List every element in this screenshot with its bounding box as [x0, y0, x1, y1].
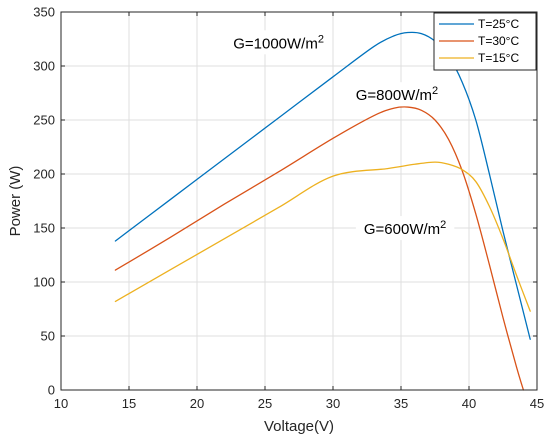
x-tick-label: 10 [54, 396, 68, 411]
y-tick-label: 100 [33, 275, 55, 290]
annotation-superscript: 2 [432, 85, 438, 97]
y-axis-label: Power (W) [7, 166, 24, 237]
y-tick-label: 150 [33, 221, 55, 236]
legend-label-2: T=30°C [478, 34, 519, 48]
plot-frame [60, 11, 538, 391]
legend: T=25°C T=30°C T=15°C [433, 12, 537, 71]
x-tick-label: 25 [258, 396, 272, 411]
series-line-1 [114, 31, 531, 340]
legend-label-1: T=25°C [478, 17, 519, 31]
x-tick-label: 45 [530, 396, 544, 411]
annotation-box [225, 30, 332, 55]
annotation-superscript: 2 [440, 219, 446, 231]
y-tick-label: 0 [48, 383, 55, 398]
x-tick-label: 20 [190, 396, 204, 411]
y-tick-labels: 0 50 100 150 200 250 300 350 [33, 5, 55, 398]
annotation-main: G=600W/m [364, 221, 440, 238]
plot-area [61, 12, 537, 390]
legend-label-3: T=15°C [478, 51, 519, 65]
x-tick-labels: 10 15 20 25 30 35 40 45 [54, 396, 544, 411]
series-line-3 [114, 161, 531, 312]
grid-lines [61, 12, 537, 390]
annotation-main: G=1000W/m [233, 35, 318, 52]
y-tick-label: 50 [41, 329, 55, 344]
y-tick-label: 200 [33, 167, 55, 182]
series-line-2 [114, 106, 525, 391]
x-tick-label: 15 [122, 396, 136, 411]
irradiance-annotations: G=1000W/m2G=800W/m2G=600W/m2 [225, 30, 455, 241]
annotation-text: G=1000W/m2 [233, 33, 324, 52]
axis-ticks [60, 11, 538, 391]
annotation-text: G=600W/m2 [364, 219, 446, 238]
annotation-3: G=600W/m2 [355, 216, 455, 241]
annotation-2: G=800W/m2 [347, 82, 447, 107]
series-lines [114, 31, 531, 391]
annotation-superscript: 2 [318, 33, 324, 45]
annotation-main: G=800W/m [356, 87, 432, 104]
annotation-box [347, 82, 447, 107]
x-axis-label: Voltage(V) [264, 418, 334, 435]
x-tick-label: 35 [394, 396, 408, 411]
x-tick-label: 40 [462, 396, 476, 411]
x-tick-label: 30 [326, 396, 340, 411]
y-tick-label: 300 [33, 59, 55, 74]
y-tick-label: 350 [33, 5, 55, 20]
annotation-1: G=1000W/m2 [225, 30, 332, 55]
annotation-box [355, 216, 455, 241]
y-tick-label: 250 [33, 113, 55, 128]
annotation-text: G=800W/m2 [356, 85, 438, 104]
